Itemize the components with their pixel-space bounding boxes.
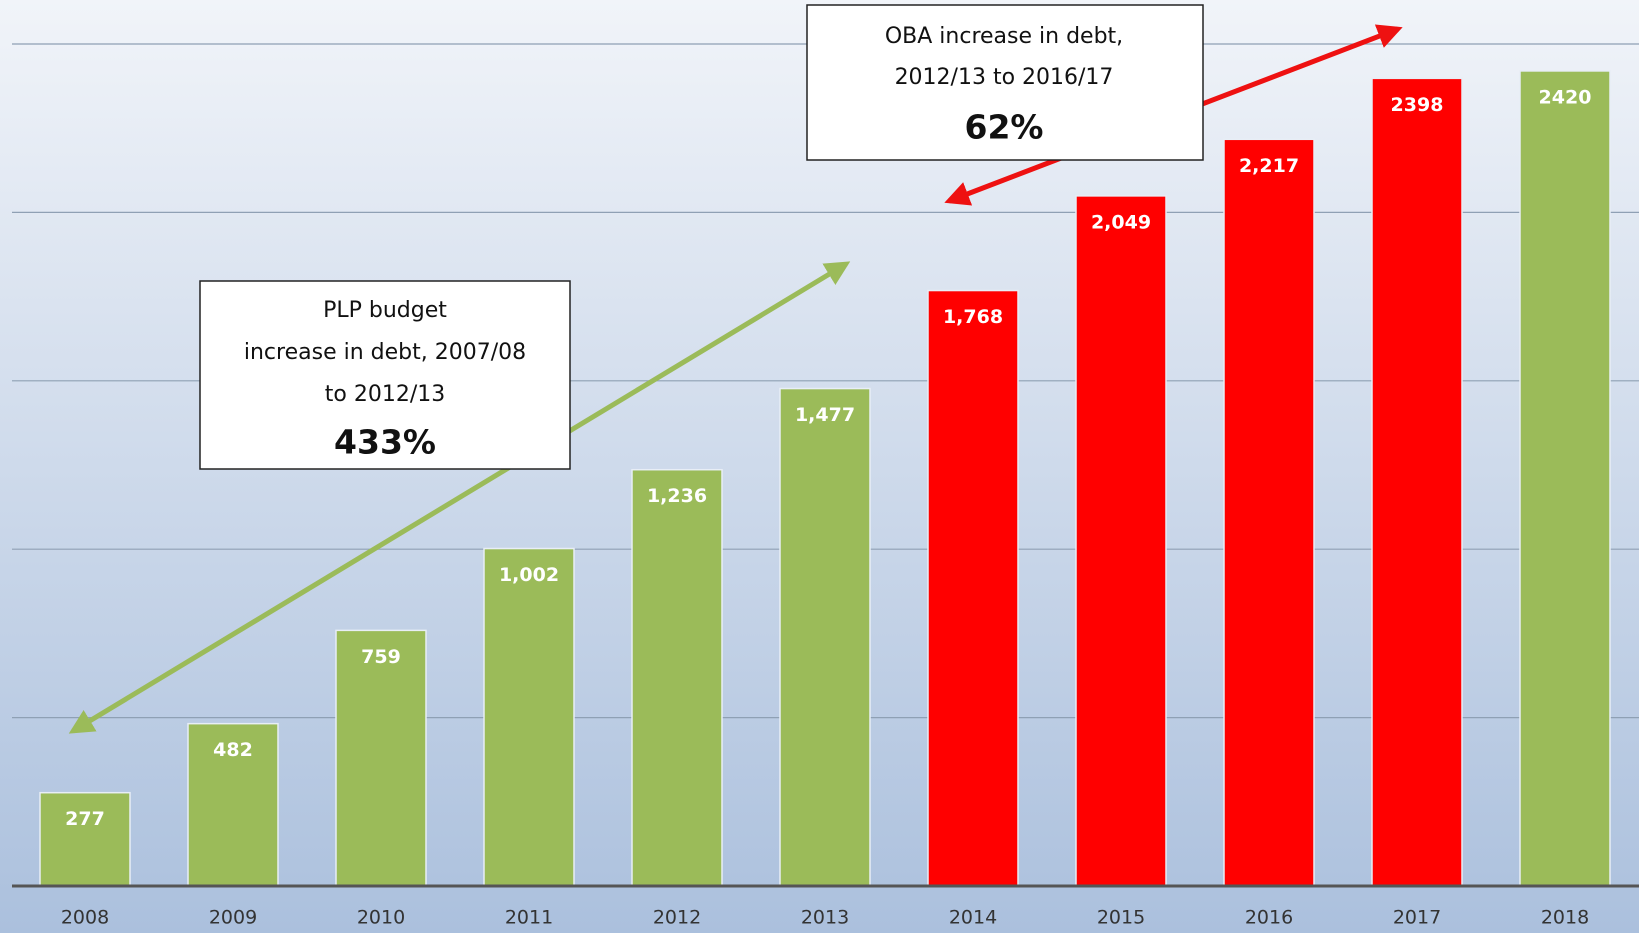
x-tick-label: 2018 bbox=[1541, 907, 1589, 929]
annotation-text: 2012/13 to 2016/17 bbox=[895, 65, 1114, 90]
bar bbox=[1371, 77, 1463, 887]
bar bbox=[39, 791, 131, 887]
data-label: 482 bbox=[213, 739, 253, 761]
bar bbox=[631, 468, 723, 887]
annotation-text: PLP budget bbox=[323, 298, 447, 323]
bar bbox=[1223, 138, 1315, 887]
x-tick-label: 2011 bbox=[505, 907, 553, 929]
data-label: 277 bbox=[65, 808, 105, 830]
x-tick-label: 2014 bbox=[949, 907, 997, 929]
data-label: 1,002 bbox=[499, 564, 559, 586]
data-label: 2398 bbox=[1391, 94, 1444, 116]
bar bbox=[335, 629, 427, 887]
data-label: 759 bbox=[361, 646, 401, 668]
data-label: 1,236 bbox=[647, 485, 707, 507]
x-tick-label: 2015 bbox=[1097, 907, 1145, 929]
x-tick-label: 2012 bbox=[653, 907, 701, 929]
data-label: 2420 bbox=[1539, 86, 1592, 108]
data-label: 2,217 bbox=[1239, 155, 1299, 177]
data-label: 1,768 bbox=[943, 306, 1003, 328]
arrow bbox=[68, 261, 851, 734]
data-label: 1,477 bbox=[795, 404, 855, 426]
bar bbox=[1075, 195, 1167, 887]
x-tick-label: 2009 bbox=[209, 907, 257, 929]
annotation-box bbox=[199, 280, 571, 470]
annotation-text: increase in debt, 2007/08 bbox=[244, 340, 526, 365]
bar bbox=[1519, 70, 1611, 887]
bar bbox=[779, 387, 871, 887]
bar bbox=[927, 289, 1019, 887]
x-tick-label: 2010 bbox=[357, 907, 405, 929]
x-tick-label: 2008 bbox=[61, 907, 109, 929]
bar bbox=[187, 722, 279, 887]
annotation-text: to 2012/13 bbox=[325, 382, 445, 407]
data-label: 2,049 bbox=[1091, 211, 1151, 233]
x-tick-label: 2016 bbox=[1245, 907, 1293, 929]
x-tick-label: 2013 bbox=[801, 907, 849, 929]
annotation-value: 62% bbox=[965, 108, 1044, 147]
annotation-value: 433% bbox=[334, 423, 436, 462]
x-tick-label: 2017 bbox=[1393, 907, 1441, 929]
annotation-box bbox=[806, 4, 1204, 161]
annotation-text: OBA increase in debt, bbox=[885, 24, 1123, 49]
bar bbox=[483, 547, 575, 887]
